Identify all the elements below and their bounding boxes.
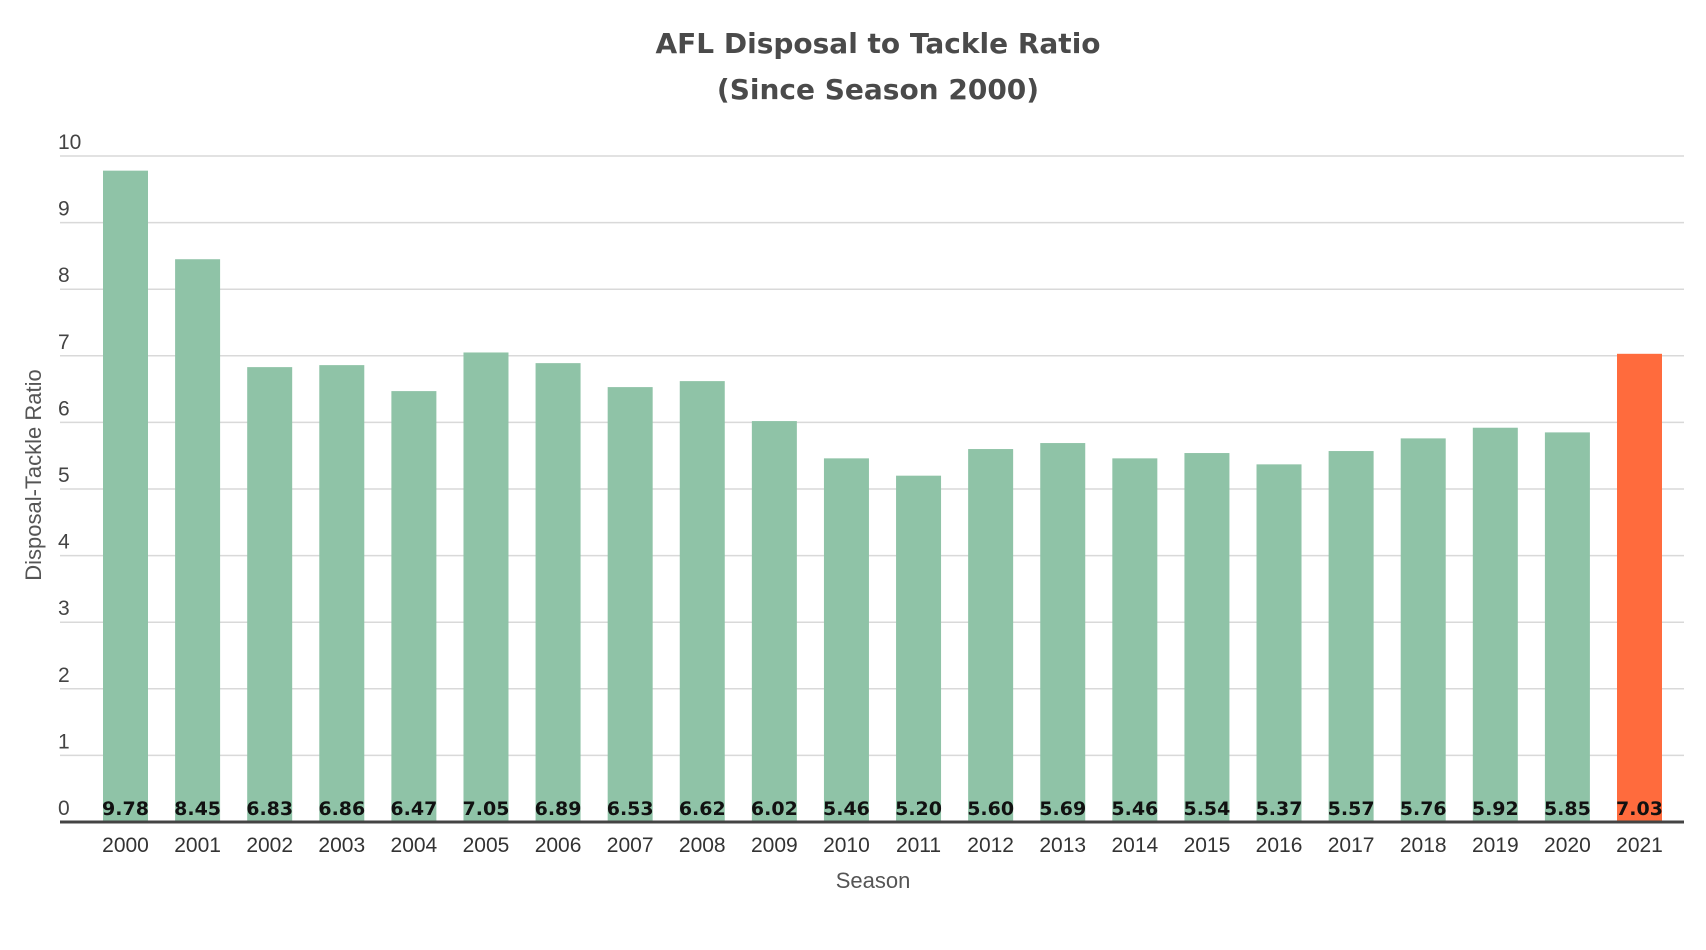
y-tick-label: 0 xyxy=(58,797,70,820)
x-tick-label: 2008 xyxy=(679,834,726,857)
chart-subtitle: (Since Season 2000) xyxy=(717,73,1039,106)
x-tick-label: 2009 xyxy=(751,834,798,857)
bar-2009 xyxy=(751,421,797,822)
data-label: 5.57 xyxy=(1328,798,1375,820)
bar-2000 xyxy=(103,170,148,822)
y-tick-label: 1 xyxy=(58,730,70,753)
bars xyxy=(103,170,1662,823)
data-label: 5.37 xyxy=(1256,798,1303,820)
x-tick-label: 2019 xyxy=(1472,834,1519,857)
data-label: 5.92 xyxy=(1472,798,1519,820)
bar-2014 xyxy=(1112,458,1158,822)
bar-2020 xyxy=(1544,432,1590,822)
x-tick-label: 2003 xyxy=(318,834,365,857)
data-label: 6.62 xyxy=(679,798,726,820)
x-tick-label: 2001 xyxy=(174,834,221,857)
bar-2008 xyxy=(679,381,725,822)
x-tick-label: 2010 xyxy=(823,834,870,857)
data-label: 5.85 xyxy=(1544,798,1591,820)
bar-2021 xyxy=(1617,353,1662,822)
data-label: 5.60 xyxy=(967,798,1014,820)
bar-2004 xyxy=(391,391,437,822)
y-tick-label: 10 xyxy=(58,131,81,154)
x-tick-label: 2013 xyxy=(1039,834,1086,857)
x-tick-label: 2006 xyxy=(535,834,582,857)
x-tick-label: 2015 xyxy=(1184,834,1231,857)
data-label: 8.45 xyxy=(174,798,221,820)
bar-2018 xyxy=(1400,438,1446,822)
bar-2019 xyxy=(1472,427,1518,822)
x-axis-label: Season xyxy=(836,868,911,893)
bar-2016 xyxy=(1256,464,1302,822)
data-label: 6.47 xyxy=(390,798,437,820)
data-label: 5.46 xyxy=(1111,798,1158,820)
data-label: 7.03 xyxy=(1616,798,1663,820)
x-tick-label: 2012 xyxy=(967,834,1014,857)
y-axis-ticks: 0 1 2 3 4 5 6 7 8 9 10 xyxy=(58,131,81,820)
data-label: 5.46 xyxy=(823,798,870,820)
data-label: 6.53 xyxy=(607,798,654,820)
y-tick-label: 7 xyxy=(58,331,70,354)
y-tick-label: 3 xyxy=(58,597,70,620)
x-tick-label: 2011 xyxy=(896,834,941,857)
x-axis-ticks: 2000 2001 2002 2003 2004 2005 2006 2007 2008 2009… xyxy=(102,834,1663,857)
data-label: 7.05 xyxy=(463,798,510,820)
data-label: 6.86 xyxy=(318,798,365,820)
y-axis-label: Disposal-Tackle Ratio xyxy=(21,369,46,581)
bar-2011 xyxy=(896,475,942,822)
y-tick-label: 2 xyxy=(58,664,70,687)
y-tick-label: 6 xyxy=(58,397,70,420)
bar-2013 xyxy=(1040,443,1086,822)
y-tick-label: 5 xyxy=(58,464,70,487)
x-tick-label: 2014 xyxy=(1111,834,1158,857)
data-label: 6.02 xyxy=(751,798,798,820)
x-tick-label: 2021 xyxy=(1616,834,1663,857)
x-tick-label: 2018 xyxy=(1400,834,1447,857)
data-labels: 9.78 8.45 6.83 6.86 6.47 7.05 6.89 6.53 6.62 6.02… xyxy=(102,798,1663,820)
chart-title: AFL Disposal to Tackle Ratio xyxy=(655,27,1100,60)
x-tick-label: 2016 xyxy=(1256,834,1303,857)
bar-2012 xyxy=(968,449,1014,822)
x-tick-label: 2007 xyxy=(607,834,654,857)
data-label: 5.76 xyxy=(1400,798,1447,820)
data-label: 5.69 xyxy=(1039,798,1086,820)
bar-2003 xyxy=(319,365,365,822)
x-tick-label: 2000 xyxy=(102,834,149,857)
data-label: 9.78 xyxy=(102,798,149,820)
x-tick-label: 2002 xyxy=(246,834,293,857)
y-tick-label: 8 xyxy=(58,264,70,287)
data-label: 6.83 xyxy=(246,798,293,820)
data-label: 6.89 xyxy=(535,798,582,820)
x-tick-label: 2017 xyxy=(1328,834,1375,857)
bar-2015 xyxy=(1184,453,1230,822)
bar-2002 xyxy=(247,367,293,822)
x-tick-label: 2020 xyxy=(1544,834,1591,857)
x-tick-label: 2004 xyxy=(391,834,438,857)
bar-2007 xyxy=(607,387,653,822)
bar-2006 xyxy=(535,363,581,822)
bar-2017 xyxy=(1328,451,1374,822)
bar-2005 xyxy=(463,352,509,822)
data-label: 5.54 xyxy=(1183,798,1230,820)
y-tick-label: 9 xyxy=(58,198,70,221)
data-label: 5.20 xyxy=(895,798,942,820)
y-tick-label: 4 xyxy=(58,531,70,554)
bar-2010 xyxy=(823,458,869,822)
bar-2001 xyxy=(175,259,221,823)
x-tick-label: 2005 xyxy=(463,834,510,857)
